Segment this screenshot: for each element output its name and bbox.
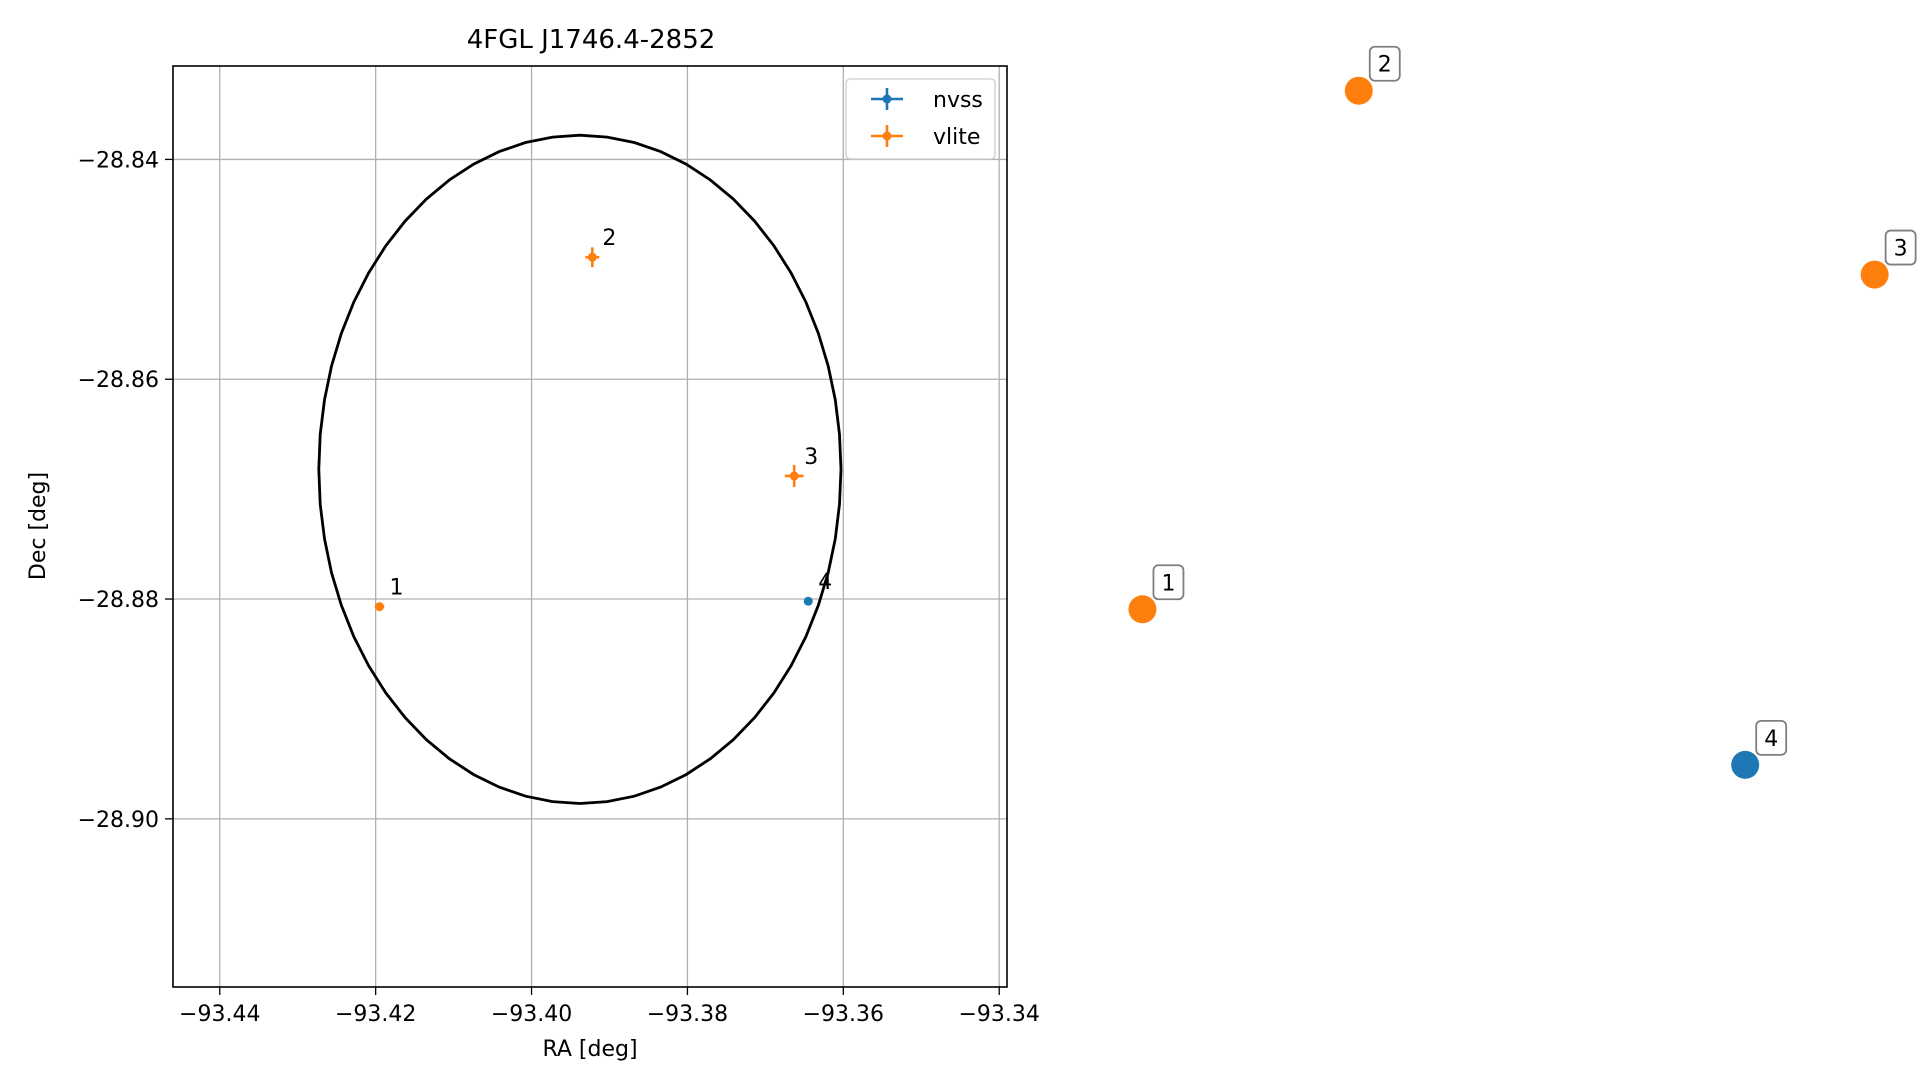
scatter-point-4: 4 [1731,719,1788,779]
label-text: 3 [1894,237,1908,262]
legend-label: nvss [933,88,983,113]
scatter-point-1: 1 [1128,564,1185,624]
x-tick-label: −93.42 [335,1002,416,1027]
label-text: 2 [1378,53,1392,78]
x-tick-label: −93.36 [803,1002,884,1027]
x-tick-label: −93.44 [179,1002,260,1027]
data-points: 4 1 2 3 [374,226,832,612]
x-tick-label: −93.40 [491,1002,572,1027]
scatter-dot [1860,260,1889,289]
point-label: 1 [390,576,404,601]
y-tick-label: −28.90 [78,808,159,833]
legend-label: vlite [933,125,980,150]
legend-entry-vlite: vlite [871,125,980,150]
x-axis-ticks: −93.44 −93.42 −93.40 −93.38 −93.36 −93.34 [179,987,1040,1027]
label-text: 4 [1764,727,1778,752]
y-tick-label: −28.84 [78,148,159,173]
x-tick-label: −93.34 [958,1002,1039,1027]
y-tick-label: −28.88 [78,588,159,613]
scatter-dot [1344,76,1373,105]
x-axis-label: RA [deg] [542,1037,637,1062]
label-box [1884,229,1917,266]
legend-swatch-dot [882,94,892,104]
y-axis-label: Dec [deg] [26,472,51,580]
label-box [1152,564,1185,601]
legend-entry-nvss: nvss [871,88,983,113]
data-point [375,602,385,612]
point-label: 4 [818,570,832,595]
label-text: 1 [1161,571,1175,596]
point-label: 3 [804,445,818,470]
x-tick-label: −93.38 [647,1002,728,1027]
source-marker-vlite: 1 [374,576,404,612]
scatter-dot [1128,595,1157,624]
y-axis-ticks: −28.84 −28.86 −28.88 −28.90 [78,148,173,833]
localization-ellipse [317,133,843,805]
data-point [587,252,597,262]
label-box [1755,719,1788,756]
legend: nvss vlite [845,78,996,160]
scatter-point-3: 3 [1860,229,1917,289]
scatter-point-2: 2 [1344,45,1401,105]
plot-frame [172,65,1008,988]
chart-title: 4FGL J1746.4-2852 [467,25,716,55]
source-marker-vlite: 2 [585,226,616,268]
secondary-scatter: 1 2 3 4 [1128,45,1917,779]
point-label: 2 [602,226,616,251]
legend-swatch-dot [882,131,892,141]
ellipse-outline [317,133,843,805]
y-tick-label: −28.86 [78,368,159,393]
data-point [803,596,813,606]
source-marker-vlite: 3 [784,445,818,487]
data-point [789,471,799,481]
label-box [1368,45,1401,82]
scatter-dot [1731,750,1760,779]
source-marker-nvss: 4 [803,570,832,606]
